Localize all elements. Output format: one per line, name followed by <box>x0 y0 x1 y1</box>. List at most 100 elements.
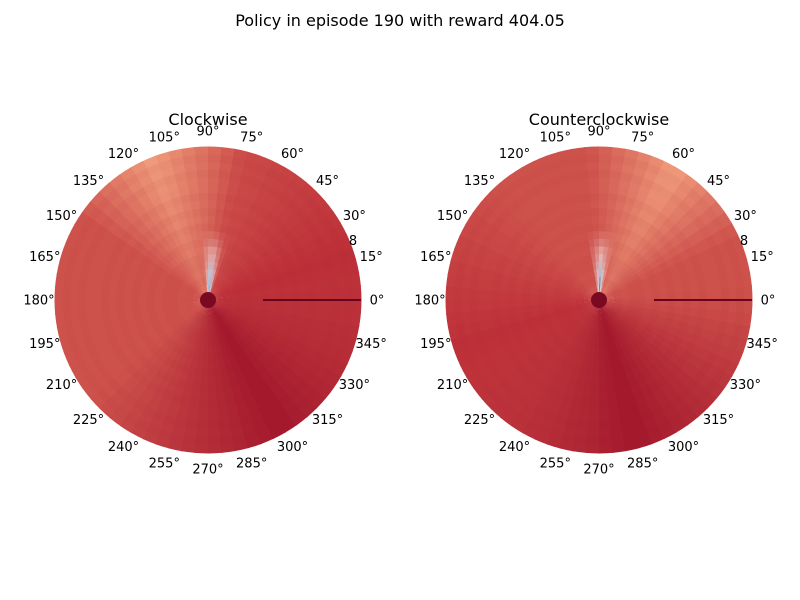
heatmap-cell <box>480 191 497 208</box>
heatmap-cell <box>637 184 651 196</box>
angle-tick-label: 270° <box>192 463 223 478</box>
heatmap-cell <box>640 410 656 423</box>
heatmap-cell <box>605 336 612 346</box>
heatmap-cell <box>206 161 221 171</box>
heatmap-cell <box>599 330 603 339</box>
heatmap-cell <box>274 311 284 320</box>
heatmap-cell <box>218 309 227 317</box>
heatmap-cell <box>562 393 575 405</box>
heatmap-cell <box>608 310 616 318</box>
angle-tick-label: 270° <box>583 463 614 478</box>
heatmap-cell <box>571 282 581 289</box>
heatmap-cell <box>481 393 498 410</box>
heatmap-cell <box>644 162 661 176</box>
heatmap-cell <box>589 207 599 217</box>
heatmap-cell <box>578 274 586 283</box>
angle-tick-label: 135° <box>464 174 495 189</box>
heatmap-cell <box>62 312 73 327</box>
heatmap-cell <box>208 307 210 316</box>
heatmap-cell <box>613 291 622 297</box>
heatmap-cell <box>196 421 210 431</box>
heatmap-cell <box>337 286 347 300</box>
heatmap-cell <box>586 304 594 312</box>
heatmap-cell <box>208 376 217 385</box>
angle-tick-label: 60° <box>672 147 695 162</box>
heatmap-cell <box>214 254 221 264</box>
heatmap-cell <box>221 373 231 384</box>
heatmap-cell <box>199 314 205 323</box>
angle-tick-label: 45° <box>316 174 339 189</box>
heatmap-cell <box>225 395 237 406</box>
heatmap-cell <box>225 312 234 320</box>
heatmap-cell <box>232 195 245 207</box>
heatmap-cell <box>595 261 599 270</box>
heatmap-cell <box>555 337 566 348</box>
heatmap-cell <box>201 360 209 370</box>
heatmap-cell <box>494 242 507 256</box>
heatmap-cell <box>192 301 201 306</box>
heatmap-cell <box>576 305 586 311</box>
heatmap-cell <box>301 324 313 337</box>
heatmap-cell <box>301 401 318 418</box>
heatmap-cell <box>575 300 584 303</box>
heatmap-cell <box>594 345 600 355</box>
heatmap-cell <box>590 337 597 347</box>
heatmap-cell <box>667 292 676 300</box>
heatmap-cell <box>614 266 622 275</box>
heatmap-cell <box>604 289 612 296</box>
heatmap-cell <box>138 293 148 301</box>
heatmap-cell <box>284 299 293 308</box>
heatmap-cell <box>211 246 218 255</box>
heatmap-cell <box>646 424 663 438</box>
heatmap-cell <box>675 291 684 300</box>
heatmap-cell <box>320 353 334 370</box>
heatmap-cell <box>137 174 154 189</box>
heatmap-cell <box>613 303 622 309</box>
heatmap-cell <box>519 406 536 421</box>
heatmap-cell <box>557 148 574 160</box>
heatmap-cell <box>626 310 636 317</box>
heatmap-cell <box>623 326 633 336</box>
heatmap-cell <box>571 270 580 279</box>
heatmap-cell <box>517 271 528 281</box>
heatmap-cell <box>352 298 362 314</box>
heatmap-cell <box>585 161 599 171</box>
heatmap-cell <box>224 314 233 322</box>
heatmap-cell <box>82 354 97 371</box>
heatmap-cell <box>193 223 202 233</box>
heatmap-cell <box>94 270 105 283</box>
heatmap-cell <box>184 302 194 307</box>
heatmap-cell <box>711 353 725 370</box>
heatmap-cell <box>562 283 572 290</box>
heatmap-cell <box>230 337 240 347</box>
heatmap-cell <box>602 246 609 255</box>
heatmap-cell <box>233 315 242 323</box>
heatmap-cell <box>231 148 248 160</box>
heatmap-cell <box>601 253 608 263</box>
heatmap-cell <box>208 338 213 347</box>
heatmap-cell <box>174 178 189 190</box>
heatmap-cell <box>694 271 705 283</box>
heatmap-cell <box>195 304 203 311</box>
heatmap-cell <box>245 333 256 344</box>
heatmap-cell <box>575 314 583 323</box>
heatmap-cell <box>583 280 591 289</box>
heatmap-cell <box>618 309 628 316</box>
heatmap-cell <box>620 305 630 311</box>
heatmap-cell <box>148 170 164 183</box>
heatmap-cell <box>287 320 298 332</box>
heatmap-cell <box>208 307 211 316</box>
heatmap-cell <box>659 293 669 300</box>
heatmap-cell <box>203 345 209 355</box>
heatmap-cell <box>197 406 210 416</box>
heatmap-cell <box>585 328 592 338</box>
heatmap-cell <box>609 420 624 431</box>
heatmap-cell <box>533 240 545 252</box>
heatmap-cell <box>62 274 73 290</box>
polar-panel-clockwise: Clockwise0°15°30°45°60°75°90°105°120°135… <box>23 110 387 478</box>
heatmap-cell <box>237 289 247 295</box>
heatmap-cell <box>181 154 196 165</box>
heatmap-cell <box>651 304 661 311</box>
heatmap-cell <box>344 336 357 353</box>
heatmap-cell <box>224 277 232 286</box>
